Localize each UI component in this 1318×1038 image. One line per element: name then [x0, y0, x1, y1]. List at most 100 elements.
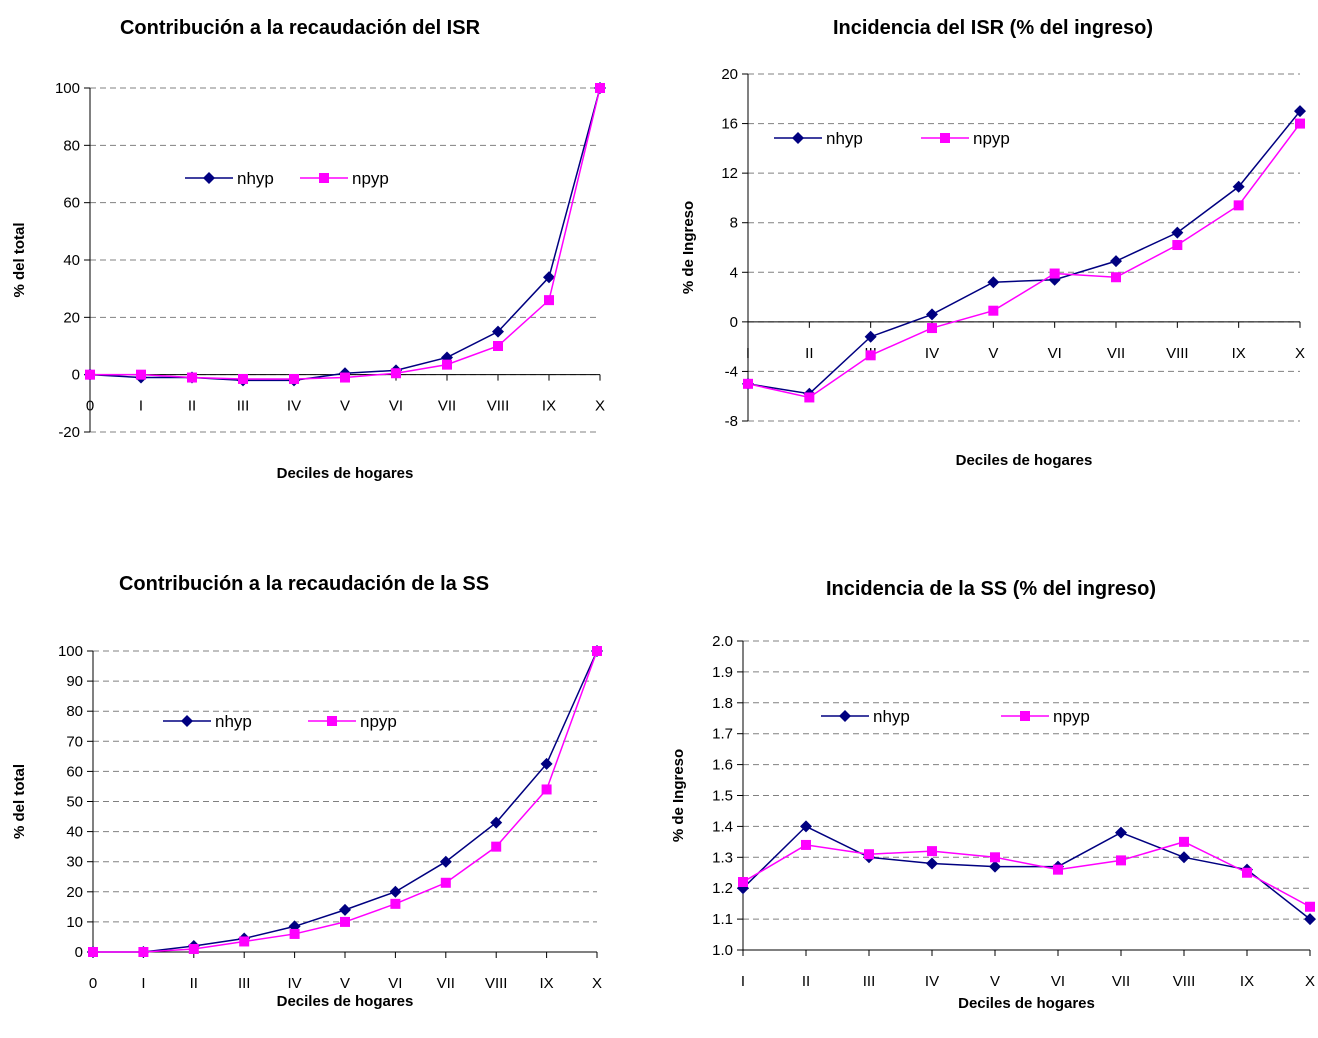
y-tick-label: 1.9 — [712, 664, 733, 681]
y-tick-label: 20 — [63, 309, 80, 326]
chart-title: Incidencia del ISR (% del ingreso) — [833, 17, 1153, 39]
y-tick-label: 0 — [730, 314, 738, 331]
data-point-npyp — [1179, 836, 1189, 847]
data-point-nhyp — [490, 816, 503, 829]
data-point-npyp — [1116, 855, 1126, 866]
data-point-npyp — [239, 936, 250, 947]
legend-label: npyp — [973, 129, 1010, 148]
legend-marker — [327, 716, 337, 726]
y-tick-label: 1.8 — [712, 695, 733, 712]
y-axis-title: % de Ingreso — [680, 201, 697, 294]
data-point-npyp — [442, 359, 452, 370]
data-point-nhyp — [987, 276, 1000, 289]
y-tick-label: 60 — [63, 195, 80, 212]
legend-item-nhyp: nhyp — [163, 712, 252, 731]
chart-ss-incidence: Incidencia de la SS (% del ingreso) 1.0 1.… — [659, 519, 1318, 1038]
y-tick-label: 30 — [66, 854, 83, 871]
chart-title: Incidencia de la SS (% del ingreso) — [826, 578, 1156, 600]
data-point-nhyp — [1294, 105, 1306, 118]
y-tick-label: -20 — [58, 424, 80, 441]
y-tick-label: 20 — [66, 884, 83, 901]
x-tick-label: VIII — [1166, 345, 1189, 362]
data-point-npyp — [340, 372, 350, 383]
x-tick-label: 0 — [89, 975, 97, 992]
y-tick-label: 40 — [63, 252, 80, 269]
data-point-npyp — [927, 323, 937, 334]
data-point-npyp — [340, 916, 350, 927]
x-tick-label: V — [340, 398, 350, 415]
x-tick-label: IX — [1232, 345, 1246, 362]
x-tick-label: IX — [542, 398, 556, 415]
x-tick-label: IV — [288, 975, 302, 992]
x-tick-label: VII — [1112, 973, 1130, 990]
data-point-nhyp — [543, 271, 555, 284]
y-tick-label: 10 — [66, 914, 83, 931]
series-line-nhyp — [89, 87, 601, 382]
y-tick-label: 0 — [72, 367, 80, 384]
legend-item-nhyp: nhyp — [821, 707, 910, 726]
data-point-nhyp — [492, 325, 504, 338]
series-line-nhyp — [742, 825, 1311, 920]
data-point-npyp — [238, 373, 248, 384]
data-point-nhyp — [926, 308, 938, 321]
x-tick-label: VI — [1051, 973, 1065, 990]
x-tick-label: I — [141, 975, 145, 992]
data-point-nhyp — [540, 757, 553, 770]
data-point-nhyp — [989, 860, 1001, 873]
series-line-nhyp — [747, 110, 1301, 395]
x-tick-label: X — [1295, 345, 1305, 362]
data-point-npyp — [188, 943, 199, 954]
legend-label: nhyp — [873, 707, 910, 726]
y-tick-label: 0 — [75, 944, 83, 961]
data-point-npyp — [1295, 118, 1305, 129]
legend-item-npyp: npyp — [1001, 707, 1090, 726]
x-tick-label: X — [592, 975, 602, 992]
data-point-npyp — [390, 898, 401, 909]
data-point-npyp — [493, 341, 503, 351]
data-point-npyp — [491, 841, 502, 852]
legend-label: npyp — [1053, 707, 1090, 726]
data-point-npyp — [1049, 268, 1060, 279]
legend-label: npyp — [352, 169, 389, 188]
data-point-npyp — [1111, 272, 1121, 283]
data-point-nhyp — [1171, 226, 1184, 239]
x-tick-label: X — [595, 398, 605, 415]
data-point-nhyp — [864, 330, 877, 343]
x-tick-label: I — [139, 398, 143, 415]
x-tick-label: II — [805, 345, 813, 362]
data-point-nhyp — [926, 857, 938, 870]
y-tick-label: 90 — [66, 673, 83, 690]
series-line-npyp — [747, 123, 1301, 399]
y-tick-label: 4 — [730, 264, 738, 281]
data-point-nhyp — [1232, 180, 1245, 193]
x-tick-label: III — [863, 973, 876, 990]
series-nhyp — [737, 820, 1316, 926]
data-point-npyp — [592, 646, 602, 656]
data-point-npyp — [801, 839, 811, 850]
x-tick-label: VII — [438, 398, 456, 415]
data-point-npyp — [1172, 240, 1183, 251]
data-point-nhyp — [800, 820, 812, 833]
y-tick-label: 16 — [721, 116, 738, 133]
x-axis-title: Deciles de hogares — [956, 452, 1093, 469]
data-point-npyp — [1053, 864, 1063, 875]
data-point-nhyp — [1110, 255, 1122, 268]
y-tick-label: 100 — [55, 80, 80, 97]
x-tick-label: X — [1305, 973, 1315, 990]
data-point-npyp — [865, 350, 876, 361]
legend-marker — [203, 172, 215, 184]
y-tick-label: 80 — [63, 137, 80, 154]
legend-marker — [839, 710, 851, 722]
y-tick-label: 1.0 — [712, 942, 733, 959]
data-point-npyp — [1242, 867, 1252, 878]
data-point-npyp — [990, 852, 1000, 863]
series-npyp — [85, 83, 605, 384]
data-point-npyp — [289, 928, 300, 939]
y-tick-label: 80 — [66, 703, 83, 720]
y-tick-label: 100 — [58, 643, 83, 660]
y-tick-label: 1.6 — [712, 757, 733, 774]
series-line-npyp — [742, 841, 1311, 908]
chart-title: Contribución a la recaudación del ISR — [120, 17, 481, 39]
x-tick-label: II — [188, 398, 196, 415]
x-axis-title: Deciles de hogares — [958, 995, 1095, 1012]
